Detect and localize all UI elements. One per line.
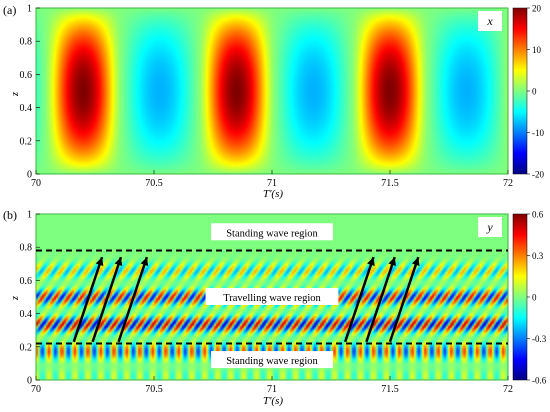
colorbar-tick-label: -10 <box>532 128 544 138</box>
region-label: Travelling wave region <box>223 293 321 304</box>
wave-arrowhead <box>388 257 396 267</box>
panel-b-x-ticks: 70 70.5 71 71.5 72 <box>31 376 513 395</box>
x-tick-label: 71.5 <box>381 384 399 395</box>
colorbar-tick-label: 0 <box>532 293 537 303</box>
panel-b-y-ticks: 0 0.2 0.4 0.6 0.8 1 <box>20 210 40 387</box>
panel-a-colorbar <box>512 7 528 175</box>
y-tick-label: 0 <box>27 376 32 387</box>
wave-arrow <box>343 256 375 343</box>
y-tick-label: 0.6 <box>20 276 33 287</box>
panel-a-title-box <box>478 11 502 31</box>
colorbar-tick-label: 10 <box>532 45 542 55</box>
region-label-box <box>205 288 339 305</box>
y-tick-label: 1 <box>27 4 32 15</box>
wave-arrow <box>72 256 104 343</box>
panel-a-heatmap <box>36 8 508 174</box>
colorbar-tick-label: -0.3 <box>532 334 547 344</box>
wave-arrowhead <box>140 257 149 267</box>
wave-arrow <box>365 256 396 343</box>
panel-a-label: (a) <box>3 3 16 17</box>
y-tick-label: 0.4 <box>20 103 33 114</box>
panel-b-label: (b) <box>3 208 17 222</box>
y-tick-label: 1 <box>27 210 32 221</box>
region-label: Standing wave region <box>226 356 318 367</box>
wave-arrowhead <box>367 257 375 267</box>
y-tick-label: 0.6 <box>20 70 33 81</box>
y-tick-label: 0.2 <box>20 342 33 353</box>
x-tick-label: 70 <box>31 178 41 189</box>
panel-b-title: y <box>486 220 493 234</box>
x-tick-label: 71 <box>267 384 277 395</box>
panel-a: (a) 0 0.2 0.4 0.6 0.8 1 70 70.5 71 71.5 72 z T'(s… <box>3 3 544 200</box>
region-label: Standing wave region <box>226 228 318 239</box>
colorbar-tick-label: 0 <box>532 87 537 97</box>
panel-a-y-ticks: 0 0.2 0.4 0.6 0.8 1 <box>20 4 40 181</box>
wave-arrow <box>388 256 420 343</box>
colorbar-tick-label: 0.3 <box>532 251 544 261</box>
colorbar-tick-label: 0.6 <box>532 210 544 220</box>
colorbar-tick-label: -0.6 <box>532 376 547 386</box>
panel-a-ylabel: z <box>10 92 21 97</box>
wave-arrowhead <box>114 257 123 267</box>
x-tick-label: 71.5 <box>381 178 399 189</box>
region-label-box <box>211 351 333 369</box>
wave-arrow <box>91 256 123 343</box>
panel-b-colorbar-ticks: 0.6 0.3 0 -0.3 -0.6 <box>527 210 547 386</box>
panel-a-xlabel: T'(s) <box>263 188 283 200</box>
panel-b-overlay: Standing wave region Travelling wave regi… <box>36 223 508 369</box>
panel-b-ylabel: z <box>10 296 21 301</box>
panel-b-colorbar <box>512 213 528 381</box>
y-tick-label: 0 <box>27 170 32 181</box>
region-label-box <box>211 223 333 241</box>
y-tick-label: 0.4 <box>20 309 33 320</box>
x-tick-label: 70.5 <box>145 384 163 395</box>
x-tick-label: 72 <box>503 384 513 395</box>
y-tick-label: 0.8 <box>20 243 33 254</box>
panel-a-x-ticks: 70 70.5 71 71.5 72 <box>31 170 513 189</box>
panel-a-colorbar-ticks: 20 10 0 -10 -20 <box>527 4 544 180</box>
panel-b: (b) Standing wave region Travelling wave … <box>3 208 547 407</box>
y-tick-label: 0.8 <box>20 37 33 48</box>
colorbar-tick-label: 20 <box>532 4 542 14</box>
x-tick-label: 70.5 <box>145 178 163 189</box>
panel-a-title: x <box>486 14 493 28</box>
x-tick-label: 71 <box>267 178 277 189</box>
wave-arrow <box>117 256 149 343</box>
wave-arrowhead <box>411 257 420 267</box>
y-tick-label: 0.2 <box>20 136 33 147</box>
panel-b-xlabel: T'(s) <box>263 395 283 407</box>
colorbar-tick-label: -20 <box>532 170 544 180</box>
x-tick-label: 70 <box>31 384 41 395</box>
panel-b-title-box <box>478 217 502 237</box>
x-tick-label: 72 <box>503 178 513 189</box>
wave-arrowhead <box>95 257 104 267</box>
